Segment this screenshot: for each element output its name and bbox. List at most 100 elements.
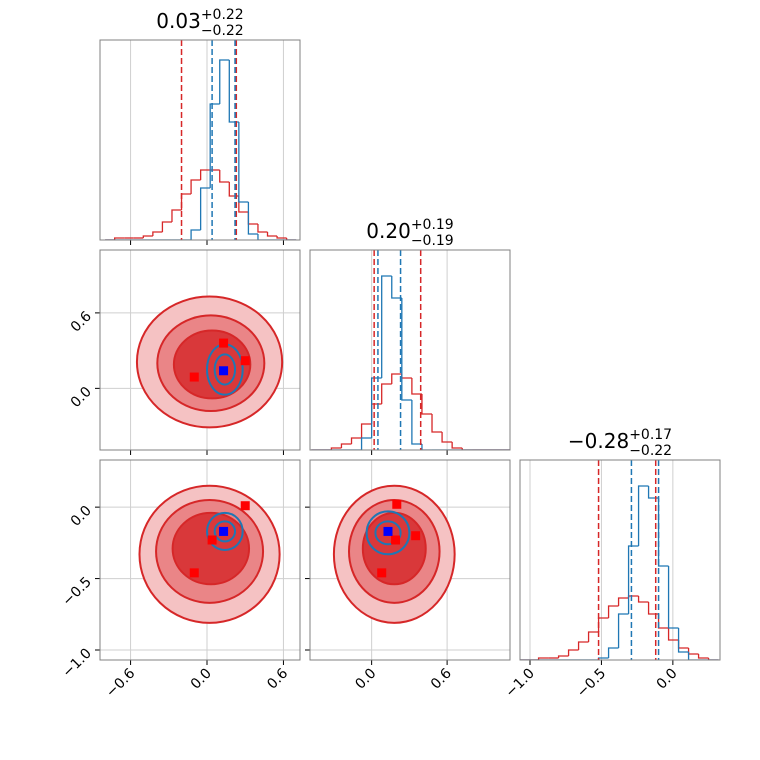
- histogram-step: [667, 566, 679, 629]
- histogram-step: [461, 448, 473, 450]
- histogram-step: [276, 236, 287, 239]
- marker: [240, 356, 250, 366]
- histogram-step: [219, 170, 230, 183]
- axes-frame: [309, 249, 511, 451]
- marker: [189, 372, 199, 382]
- histogram-step: [587, 631, 599, 642]
- histogram-step: [707, 658, 719, 660]
- histogram-step: [657, 614, 669, 629]
- histogram-step: [381, 275, 392, 378]
- histogram-step: [171, 209, 182, 222]
- panel-title: 0.03+0.22 −0.22: [156, 7, 243, 39]
- y-tick-label: −1.0: [59, 646, 94, 681]
- title-upper: +0.19: [411, 217, 454, 233]
- histogram-step: [401, 374, 412, 379]
- panel-content: [105, 40, 297, 240]
- histogram-step: [577, 641, 589, 650]
- panel: 0.0 0.6: [68, 249, 301, 455]
- histogram-step: [199, 187, 211, 230]
- histogram-step: [340, 443, 352, 448]
- panel-content: [100, 460, 300, 660]
- contour: [171, 511, 251, 586]
- axes-frame: [99, 249, 301, 451]
- histogram-step: [421, 444, 433, 450]
- histogram-step: [391, 276, 402, 299]
- histogram-step: [360, 437, 372, 450]
- x-tick-label: −0.6: [103, 665, 138, 700]
- histogram-step: [677, 640, 689, 649]
- histogram-step: [228, 60, 239, 123]
- histogram-step: [401, 298, 412, 401]
- axes-frame: [519, 459, 721, 661]
- histogram-step: [677, 628, 689, 653]
- histogram-step: [421, 394, 433, 415]
- title-lower: −0.19: [411, 233, 454, 249]
- histogram-step: [607, 605, 619, 618]
- contour: [374, 520, 402, 546]
- histogram-step: [451, 442, 463, 449]
- histogram-step: [431, 414, 443, 433]
- title-value: 0.03: [156, 9, 201, 33]
- histogram-step: [247, 212, 258, 225]
- marker: [391, 535, 401, 545]
- histogram-step: [411, 400, 422, 445]
- title-lower: −0.22: [201, 23, 244, 39]
- histogram-step: [360, 423, 372, 438]
- x-tick-label: −1.0: [502, 666, 537, 701]
- histogram-step: [219, 59, 230, 104]
- histogram-step: [537, 657, 549, 660]
- histogram-step: [370, 377, 382, 438]
- marker: [207, 535, 217, 545]
- x-tick-label: −0.5: [574, 666, 609, 701]
- histogram-step: [370, 403, 382, 424]
- histogram-step: [637, 485, 649, 546]
- contour: [206, 511, 244, 552]
- histogram-step: [209, 103, 220, 188]
- histogram-step: [567, 649, 579, 656]
- marker: [219, 338, 229, 348]
- marker: [411, 531, 421, 541]
- panel: −0.6 0.0 0.6 −1.0 −0.5 0.0: [59, 459, 301, 701]
- panel: 0.20+0.19 −0.19: [309, 217, 511, 455]
- title-lower: −0.22: [629, 443, 672, 459]
- histogram-step: [647, 602, 659, 615]
- marker: [392, 499, 402, 509]
- histogram-step: [247, 202, 258, 235]
- histogram-step: [617, 613, 629, 648]
- title-upper: +0.17: [629, 427, 672, 443]
- panel-title: 0.20+0.19 −0.19: [366, 217, 453, 249]
- panel-content: [311, 250, 510, 450]
- histogram-step: [190, 229, 201, 240]
- contour: [365, 510, 411, 556]
- panel: 0.0 0.6: [305, 459, 511, 693]
- marker: [240, 501, 250, 511]
- histogram-step: [114, 237, 125, 240]
- y-tick-label: 0.6: [68, 308, 95, 335]
- histogram-step: [391, 373, 402, 384]
- x-tick-label: 0.0: [188, 666, 215, 693]
- histogram-step: [257, 224, 268, 233]
- histogram-step: [238, 122, 249, 203]
- x-tick-label: 0.0: [654, 666, 681, 693]
- histogram-step: [647, 486, 659, 499]
- panel-title: −0.28+0.17 −0.22: [568, 427, 672, 459]
- histogram-step: [441, 432, 453, 443]
- histogram-step: [597, 617, 609, 632]
- panel: −1.0 −0.5 0.0 −0.28+0.17 −0.22: [502, 427, 721, 701]
- axes-frame: [309, 459, 511, 661]
- histogram-step: [350, 437, 362, 444]
- histogram-step: [199, 169, 211, 180]
- panel-content: [310, 460, 510, 660]
- title-value: −0.28: [568, 429, 629, 453]
- title-value: 0.20: [366, 219, 411, 243]
- y-tick-label: −0.5: [59, 574, 94, 609]
- marker: [219, 366, 229, 376]
- histogram-step: [161, 221, 172, 232]
- histogram-step: [180, 193, 192, 210]
- panel-content: [520, 460, 719, 660]
- histogram-step: [667, 628, 679, 641]
- histogram-step: [381, 383, 392, 404]
- contour: [213, 520, 237, 543]
- histogram-step: [657, 498, 669, 567]
- histogram-step: [228, 182, 239, 197]
